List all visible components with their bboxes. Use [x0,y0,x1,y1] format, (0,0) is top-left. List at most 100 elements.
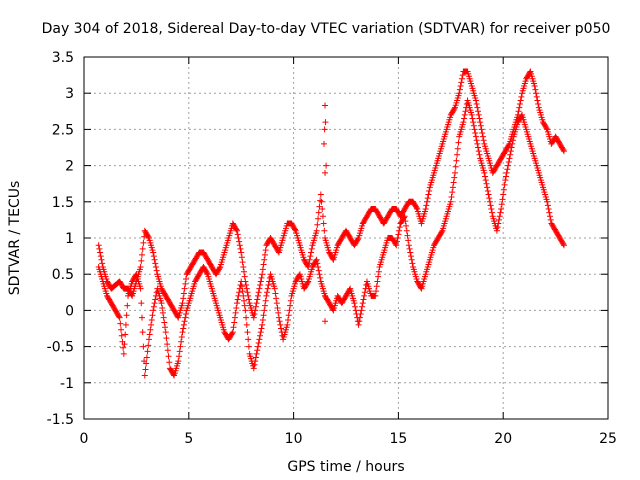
x-tick-label: 15 [389,431,407,447]
data-point [236,242,243,249]
data-point [500,191,507,198]
data-point [259,271,266,278]
data-point [262,297,269,304]
data-point [472,133,479,140]
data-point [150,253,157,260]
data-point [99,260,106,267]
data-point [250,314,257,321]
data-point [284,321,291,328]
data-point [256,285,263,292]
data-point [166,359,173,366]
data-point [531,82,538,89]
data-point [547,216,554,223]
data-point [231,314,238,321]
data-point [447,198,454,205]
data-point [453,157,460,164]
data-point [117,320,124,327]
data-point [275,248,282,255]
data-point [408,256,415,263]
data-point [457,82,464,89]
data-point [152,263,159,270]
data-point [360,296,367,303]
data-point [454,145,461,152]
data-point [118,326,125,333]
data-point [518,93,525,100]
data-point [137,285,144,292]
data-point [179,300,186,307]
data-point [120,350,127,357]
data-point [534,97,541,104]
data-point [546,209,553,216]
y-tick-label: -1.5 [47,412,74,428]
data-point [357,311,364,318]
data-point [473,137,480,144]
data-point [287,302,294,309]
data-point [451,174,458,181]
data-point [180,290,187,297]
data-point [505,162,512,169]
data-point [448,193,455,200]
data-point [359,300,366,307]
data-point [274,304,281,311]
data-point [402,218,409,225]
data-point [242,307,249,314]
data-point [461,115,468,122]
y-tick-label: -1 [60,376,74,392]
data-point [253,350,260,357]
data-point [257,282,264,289]
data-point [489,209,496,216]
data-point [317,191,324,198]
data-point [319,206,326,213]
data-point [245,343,252,350]
data-point [526,69,533,76]
data-point [258,325,265,332]
data-point [140,239,147,246]
data-point [502,173,509,180]
data-point [456,90,463,97]
data-point [493,227,500,234]
data-points [95,68,567,379]
data-point [486,198,493,205]
data-point [146,331,153,338]
data-point [405,242,412,249]
data-point [496,216,503,223]
data-point [320,220,327,227]
data-point [142,366,149,373]
data-point [238,278,245,285]
data-point [176,353,183,360]
data-point [319,213,326,220]
data-point [543,125,550,132]
data-point [263,292,270,299]
data-point [304,279,311,286]
data-point [323,162,330,169]
data-point [460,119,467,126]
data-point [140,343,147,350]
data-point [498,206,505,213]
data-point [259,317,266,324]
data-point [203,269,210,276]
data-point [506,155,513,162]
data-point [476,151,483,158]
y-tick-label: 3.5 [52,50,74,66]
data-point [257,278,264,285]
data-point [322,318,329,325]
data-point [499,196,506,203]
data-point [255,339,262,346]
data-point [271,285,278,292]
data-point [424,195,431,202]
y-tick-label: -0.5 [47,340,74,356]
data-point [484,187,491,194]
y-tick-label: 2 [65,159,74,175]
data-point [255,289,262,296]
data-point [160,314,167,321]
data-point [454,151,461,158]
data-point [488,206,495,213]
data-point [407,249,414,256]
data-point [285,317,292,324]
data-point [424,198,431,205]
data-point [545,206,552,213]
data-point [243,285,250,292]
data-point [230,324,237,331]
data-point [152,260,159,267]
data-point [394,235,401,241]
